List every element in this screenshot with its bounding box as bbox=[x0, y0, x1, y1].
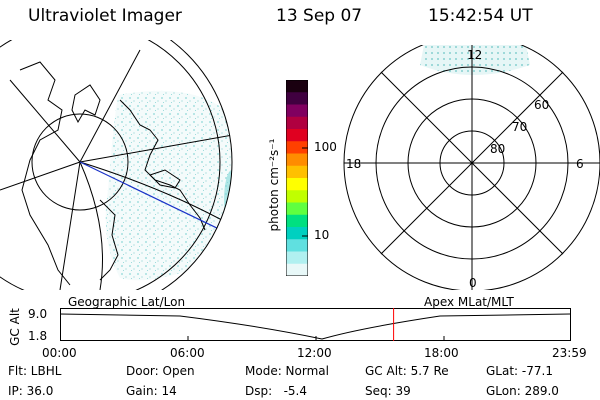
polar-plot bbox=[343, 45, 600, 290]
glat-readout: GLat: -77.1 bbox=[486, 364, 553, 378]
longitude-line bbox=[9, 79, 81, 163]
uv-emission-region bbox=[420, 45, 530, 75]
colorbar-band bbox=[286, 239, 308, 252]
colorbar-unit-label: photon cm⁻²s⁻¹ bbox=[267, 138, 281, 232]
timeline-ytick-bottom: 1.8 bbox=[28, 329, 48, 343]
geographic-map bbox=[0, 40, 233, 290]
colorbar-band bbox=[286, 92, 308, 105]
timeline-xtick-0: 00:00 bbox=[42, 346, 77, 360]
timeline-ytick-top: 9.0 bbox=[28, 307, 48, 321]
uv-emission-region bbox=[105, 90, 232, 281]
colorbar-tick-100: 100 bbox=[314, 140, 337, 154]
coastline bbox=[71, 84, 101, 124]
app-title: Ultraviolet Imager bbox=[28, 6, 182, 26]
colorbar-band bbox=[286, 178, 308, 191]
latitude-circle bbox=[0, 40, 221, 290]
mlat-label-70: 70 bbox=[512, 120, 528, 134]
colorbar-band bbox=[286, 202, 308, 216]
latitude-circle bbox=[31, 113, 129, 211]
mlt-label-6: 6 bbox=[576, 157, 584, 171]
mlt-label-12: 12 bbox=[467, 48, 483, 62]
mlat-label-60: 60 bbox=[534, 98, 550, 112]
colorbar-tick-10: 10 bbox=[314, 228, 330, 242]
colorbar bbox=[286, 80, 308, 276]
apex-label: Apex MLat/MLT bbox=[424, 295, 514, 309]
mode-readout: Mode: Normal bbox=[245, 364, 329, 378]
filter-readout: Flt: LBHL bbox=[8, 364, 62, 378]
dsp-readout: Dsp: -5.4 bbox=[245, 384, 308, 398]
coastline bbox=[119, 99, 206, 231]
colorbar-band bbox=[286, 251, 308, 265]
geographic-label: Geographic Lat/Lon bbox=[68, 295, 186, 309]
timeline-xtick-4: 23:59 bbox=[552, 346, 587, 360]
mlat-label-80: 80 bbox=[490, 142, 506, 156]
colorbar-band bbox=[286, 263, 308, 276]
gain-readout: Gain: 14 bbox=[126, 384, 177, 398]
colorbar-band bbox=[286, 153, 308, 167]
seq-readout: Seq: 39 bbox=[365, 384, 411, 398]
altitude-timeline bbox=[60, 308, 571, 341]
time-readout: 15:42:54 UT bbox=[428, 6, 533, 26]
coastline bbox=[149, 169, 181, 189]
date-readout: 13 Sep 07 bbox=[276, 6, 363, 26]
colorbar-band bbox=[286, 190, 308, 203]
mlt-label-0: 0 bbox=[469, 276, 477, 290]
longitude-line bbox=[79, 49, 141, 163]
altitude-curve bbox=[60, 313, 571, 340]
colorbar-band bbox=[286, 227, 308, 240]
timeline-xtick-3: 18:00 bbox=[424, 346, 459, 360]
mlt-label-18: 18 bbox=[346, 157, 362, 171]
colorbar-band bbox=[286, 165, 308, 179]
colorbar-band bbox=[286, 129, 308, 142]
colorbar-band bbox=[286, 141, 308, 154]
meridian-curve bbox=[79, 161, 103, 290]
timeline-xtick-2: 12:00 bbox=[297, 346, 332, 360]
gc-alt-readout: GC Alt: 5.7 Re bbox=[365, 364, 449, 378]
colorbar-band bbox=[286, 104, 308, 118]
colorbar-band bbox=[286, 116, 308, 130]
longitude-line bbox=[59, 161, 81, 290]
coastline bbox=[99, 199, 119, 281]
timeline-axis-label: GC Alt bbox=[8, 308, 22, 346]
coastline bbox=[19, 61, 71, 286]
colorbar-band bbox=[286, 80, 308, 93]
ip-readout: IP: 36.0 bbox=[8, 384, 54, 398]
timeline-xtick-1: 06:00 bbox=[170, 346, 205, 360]
door-readout: Door: Open bbox=[126, 364, 195, 378]
colorbar-band bbox=[286, 214, 308, 228]
longitude-line bbox=[0, 161, 81, 191]
longitude-line bbox=[79, 131, 232, 163]
glon-readout: GLon: 289.0 bbox=[486, 384, 559, 398]
